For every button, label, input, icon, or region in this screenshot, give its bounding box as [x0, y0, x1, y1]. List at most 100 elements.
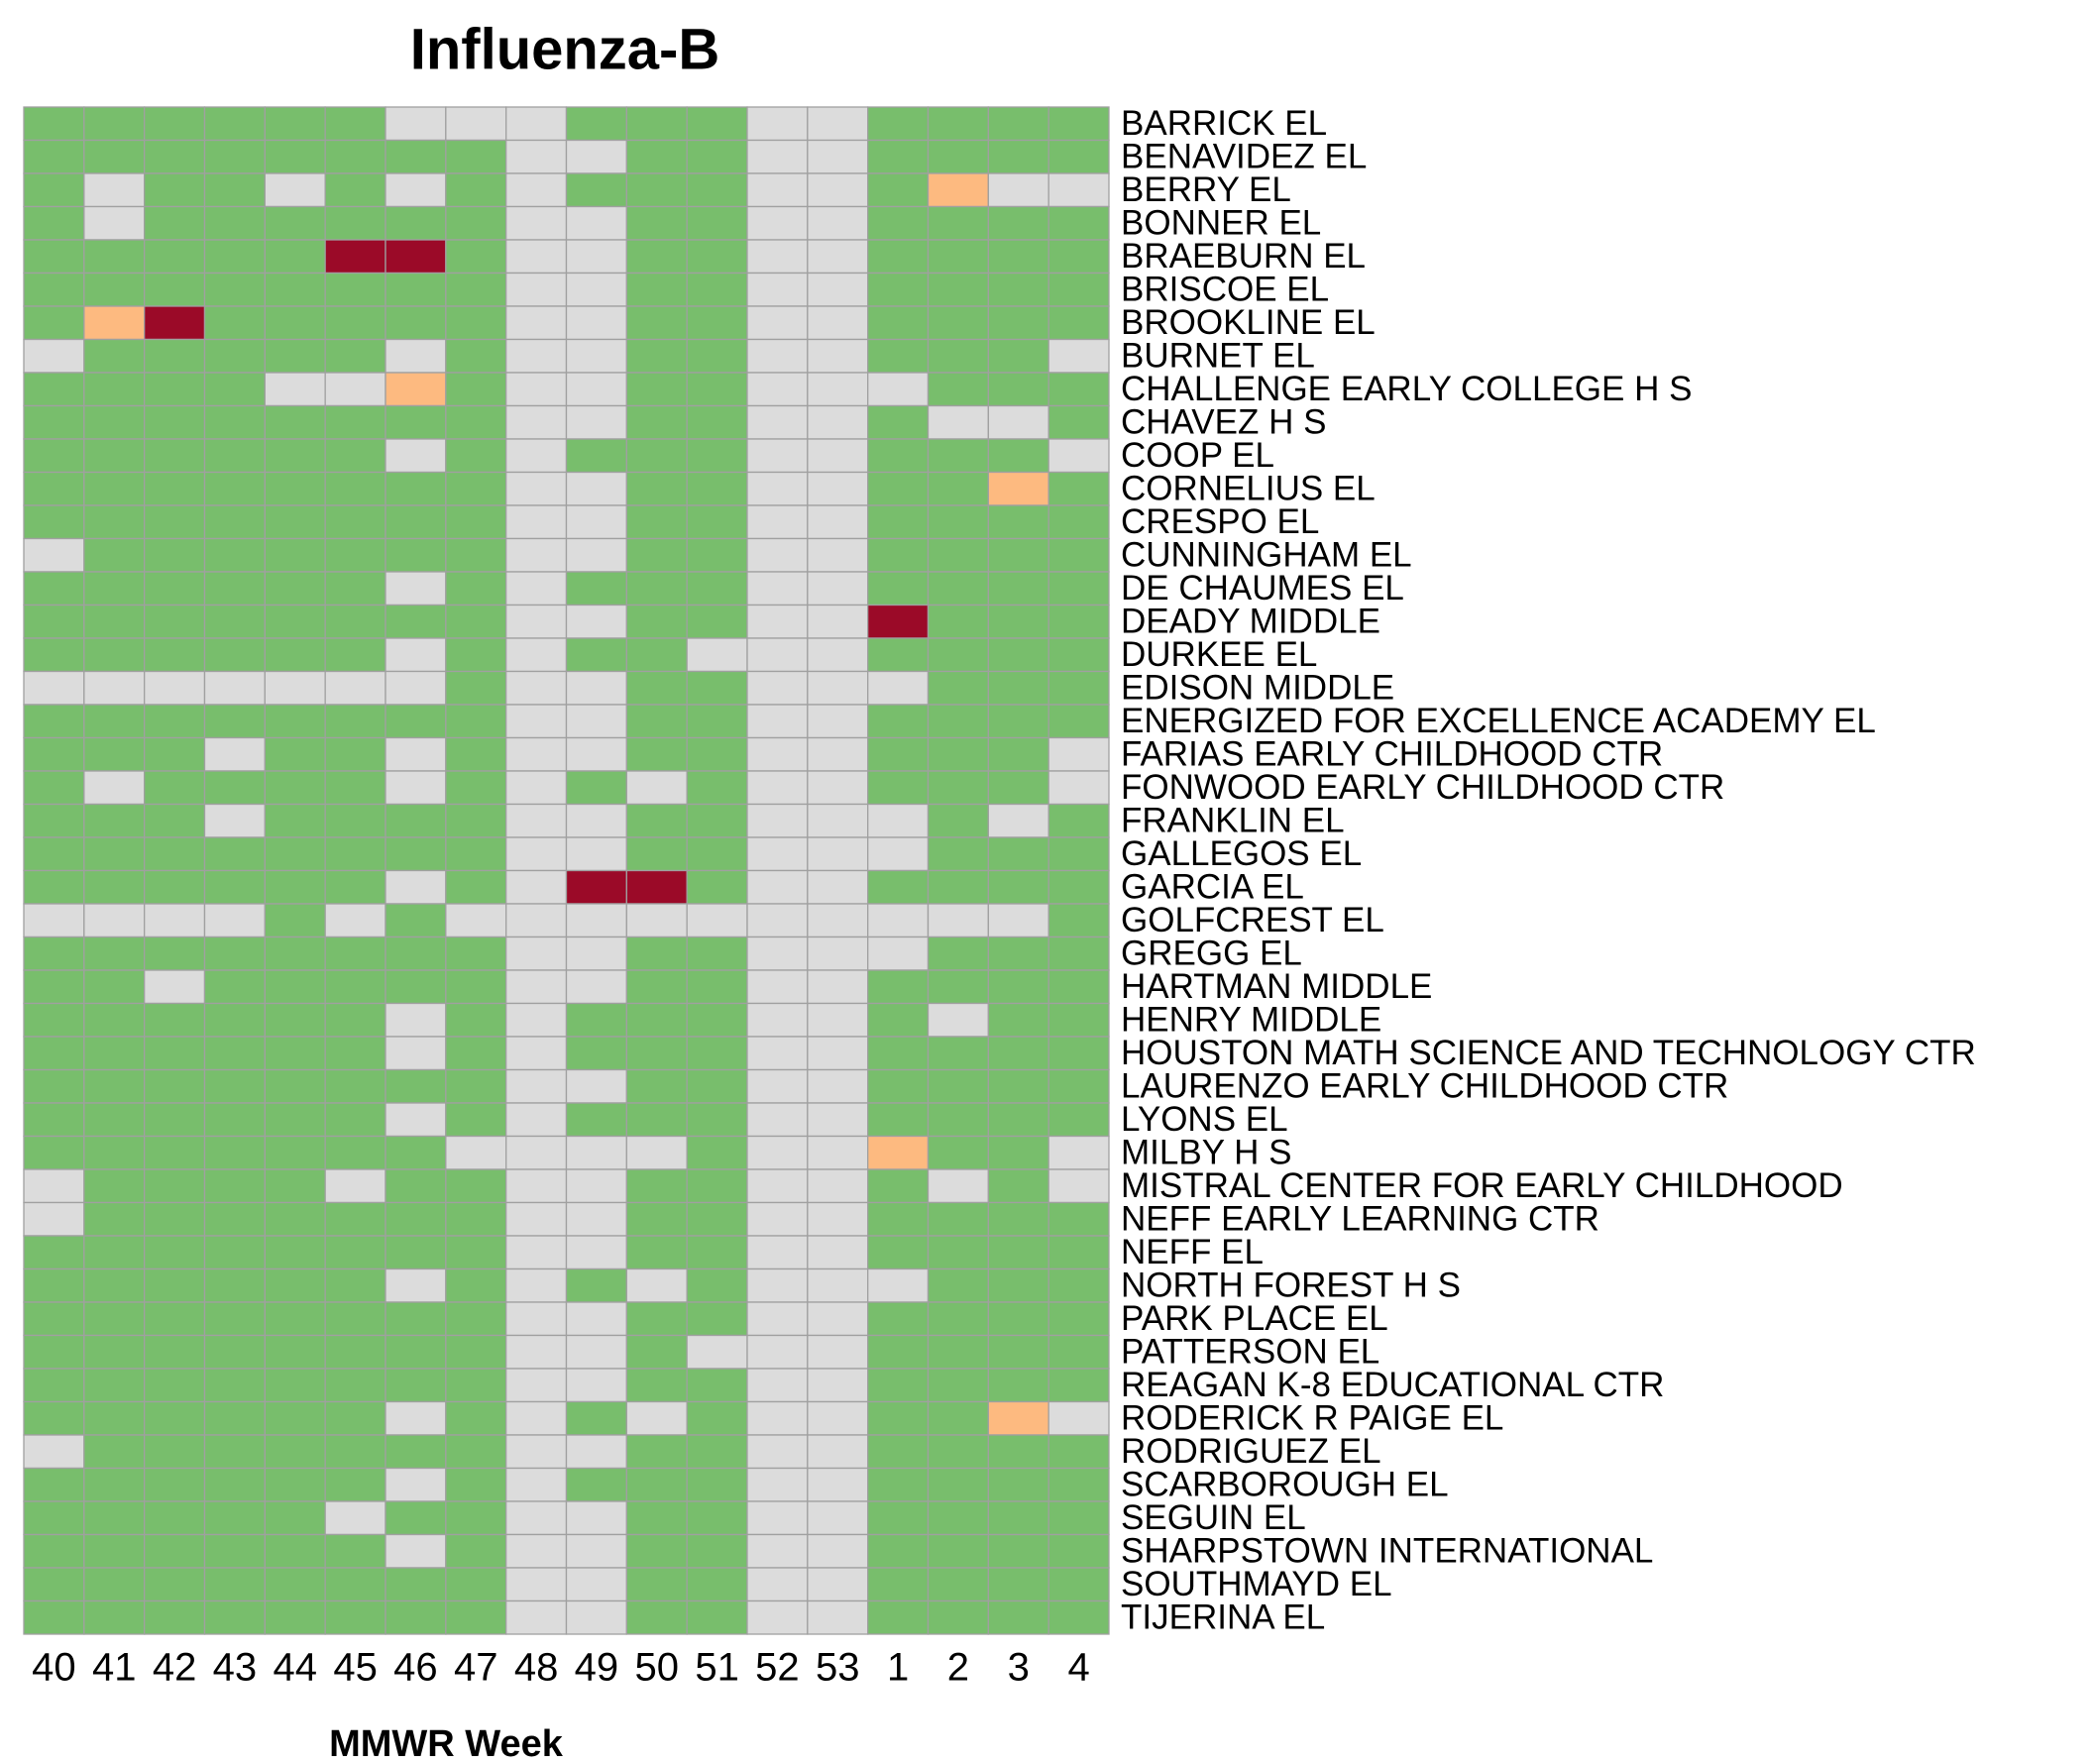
heatmap-cell [203, 936, 266, 971]
heatmap-cell [867, 1268, 930, 1303]
heatmap-cell [807, 1533, 869, 1569]
heatmap-cell [203, 239, 266, 275]
heatmap-cell [927, 869, 989, 905]
row-label: MISTRAL CENTER FOR EARLY CHILDHOOD [1121, 1166, 1843, 1205]
heatmap-cell [625, 537, 688, 573]
heatmap-cell [987, 604, 1049, 639]
row-label: BERRY EL [1121, 170, 1291, 209]
heatmap-cell [746, 205, 809, 241]
heatmap-cell [807, 969, 869, 1005]
heatmap-cell [987, 969, 1049, 1005]
heatmap-cell [746, 736, 809, 772]
heatmap-cell [625, 1434, 688, 1470]
heatmap-cell [927, 604, 989, 639]
heatmap-cell [203, 1002, 266, 1038]
heatmap-cell [867, 1135, 930, 1170]
heatmap-cell [144, 1135, 206, 1170]
heatmap-cell [807, 903, 869, 938]
heatmap-cell [83, 172, 146, 208]
heatmap-cell [445, 504, 507, 540]
heatmap-cell [686, 106, 748, 142]
heatmap-cell [203, 537, 266, 573]
heatmap-cell [1047, 571, 1110, 606]
heatmap-cell [565, 1135, 627, 1170]
heatmap-cell [746, 239, 809, 275]
heatmap-cell [807, 1567, 869, 1602]
heatmap-cell [987, 272, 1049, 307]
heatmap-cell [324, 1434, 386, 1470]
heatmap-cell [324, 1268, 386, 1303]
heatmap-cell [144, 637, 206, 673]
heatmap-cell [445, 1235, 507, 1270]
heatmap-cell [203, 172, 266, 208]
row-label: PATTERSON EL [1121, 1333, 1379, 1372]
row-label: LAURENZO EARLY CHILDHOOD CTR [1121, 1067, 1728, 1106]
heatmap-cell [807, 438, 869, 474]
heatmap-cell [203, 1168, 266, 1204]
heatmap-cell [23, 1533, 85, 1569]
heatmap-cell [83, 1268, 146, 1303]
heatmap-cell [565, 1036, 627, 1071]
heatmap-cell [867, 670, 930, 706]
heatmap-cell [23, 1168, 85, 1204]
heatmap-cell [746, 1235, 809, 1270]
heatmap-cell [867, 736, 930, 772]
heatmap-cell [144, 803, 206, 838]
heatmap-cell [264, 438, 326, 474]
row-label: HENRY MIDDLE [1121, 1001, 1381, 1040]
heatmap-cell [746, 1168, 809, 1204]
heatmap-cell [264, 1068, 326, 1104]
heatmap-cell [83, 869, 146, 905]
heatmap-cell [746, 637, 809, 673]
heatmap-cell [686, 736, 748, 772]
heatmap-cell [264, 205, 326, 241]
heatmap-cell [445, 836, 507, 872]
heatmap-cell [23, 1368, 85, 1403]
heatmap-cell [203, 1301, 266, 1337]
heatmap-cell [867, 704, 930, 739]
heatmap-cell [505, 239, 568, 275]
heatmap-cell [927, 338, 989, 374]
heatmap-cell [385, 1235, 447, 1270]
heatmap-cell [807, 338, 869, 374]
heatmap-cell [83, 106, 146, 142]
heatmap-cell [746, 106, 809, 142]
heatmap-cell [23, 106, 85, 142]
heatmap-cell [746, 1567, 809, 1602]
heatmap-cell [867, 637, 930, 673]
heatmap-cell [867, 903, 930, 938]
heatmap-cell [746, 803, 809, 838]
heatmap-cell [23, 438, 85, 474]
heatmap-cell [807, 1467, 869, 1502]
heatmap-cell [867, 471, 930, 506]
heatmap-cell [807, 736, 869, 772]
heatmap-cell [625, 106, 688, 142]
heatmap-cell [324, 704, 386, 739]
heatmap-cell [144, 969, 206, 1005]
heatmap-cell [264, 1102, 326, 1138]
heatmap-cell [324, 272, 386, 307]
heatmap-cell [264, 637, 326, 673]
row-label: NEFF EL [1121, 1233, 1264, 1271]
heatmap-cell [987, 471, 1049, 506]
heatmap-cell [385, 1036, 447, 1071]
heatmap-cell [807, 205, 869, 241]
row-label: SHARPSTOWN INTERNATIONAL [1121, 1532, 1653, 1571]
heatmap-cell [203, 836, 266, 872]
heatmap-cell [144, 1368, 206, 1403]
heatmap-cell [987, 139, 1049, 174]
heatmap-cell [23, 936, 85, 971]
heatmap-cell [1047, 637, 1110, 673]
heatmap-cell [445, 338, 507, 374]
heatmap-cell [1047, 836, 1110, 872]
row-label: SCARBOROUGH EL [1121, 1466, 1449, 1504]
heatmap-cell [144, 504, 206, 540]
heatmap-cell [505, 537, 568, 573]
heatmap-cell [324, 1068, 386, 1104]
heatmap-cell [987, 537, 1049, 573]
x-tick-label: 42 [153, 1646, 197, 1690]
heatmap-cell [686, 1036, 748, 1071]
heatmap-cell [445, 239, 507, 275]
heatmap-cell [867, 106, 930, 142]
heatmap-cell [625, 1334, 688, 1370]
